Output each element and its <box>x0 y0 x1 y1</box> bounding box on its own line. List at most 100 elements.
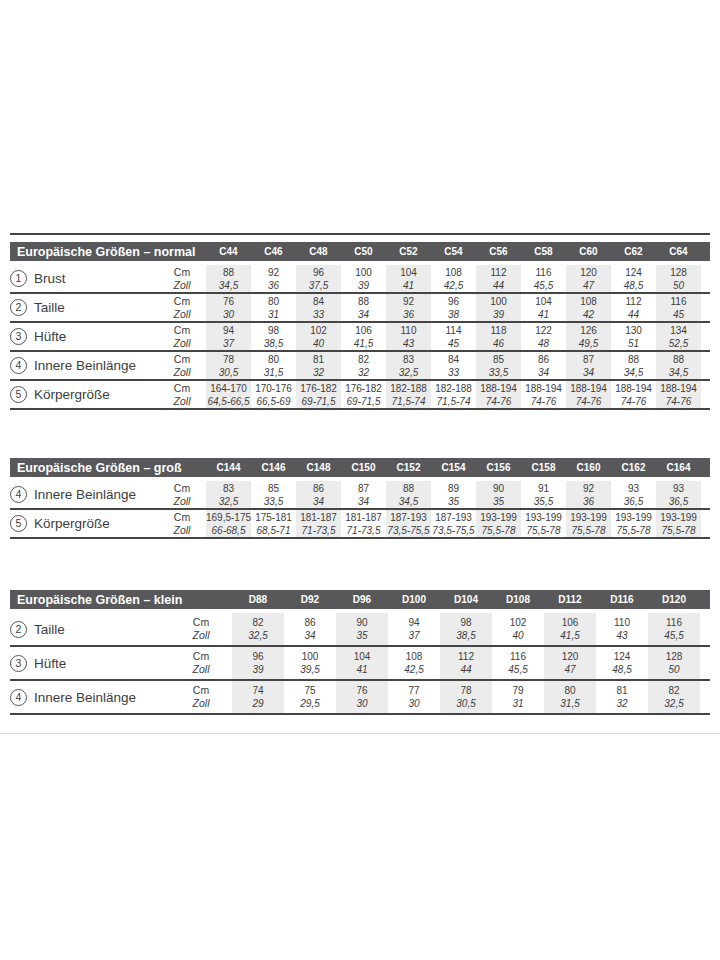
cm-value: 112 <box>476 266 521 279</box>
value-cell: 193-19975,5-78 <box>611 509 656 538</box>
zoll-value: 31 <box>251 308 296 321</box>
value-cell: 8834,5 <box>656 351 701 380</box>
zoll-value: 30 <box>388 697 440 710</box>
cm-value: 106 <box>544 616 596 629</box>
table-row: 1BrustCmZoll8834,592369637,5100391044110… <box>10 263 710 293</box>
header-spacer <box>701 458 710 479</box>
table-row: 2TailleCmZoll8232,58634903594379838,5102… <box>10 611 710 646</box>
value-cell: 193-19975,5-78 <box>476 509 521 538</box>
value-cell: 10641,5 <box>341 322 386 351</box>
zoll-value: 68,5-71 <box>251 524 296 537</box>
value-cell: 10441 <box>521 293 566 322</box>
zoll-value: 34 <box>566 366 611 379</box>
cm-value: 79 <box>492 684 544 697</box>
zoll-value: 75,5-78 <box>521 524 566 537</box>
cm-value: 181-187 <box>341 511 386 524</box>
zoll-value: 32 <box>341 366 386 379</box>
size-column-header: C160 <box>566 458 611 479</box>
row-spacer <box>700 680 710 714</box>
value-cell: 188-19474-76 <box>566 380 611 409</box>
cm-value: 124 <box>611 266 656 279</box>
row-number-badge: 1 <box>10 270 27 287</box>
zoll-value: 48 <box>521 337 566 350</box>
size-column-header: D100 <box>388 590 440 611</box>
row-spacer <box>701 509 710 538</box>
cm-value: 83 <box>386 353 431 366</box>
value-cell: 8132 <box>596 680 648 714</box>
row-spacer <box>701 322 710 351</box>
zoll-value: 34,5 <box>656 366 701 379</box>
cm-value: 104 <box>336 650 388 663</box>
size-column-header: C148 <box>296 458 341 479</box>
zoll-value: 32,5 <box>206 495 251 508</box>
cm-value: 74 <box>232 684 284 697</box>
value-cell: 181-18771-73,5 <box>341 509 386 538</box>
cm-value: 187-193 <box>431 511 476 524</box>
row-number-badge: 5 <box>10 515 27 532</box>
row-spacer <box>700 611 710 646</box>
value-cell: 8834,5 <box>386 479 431 509</box>
size-column-header: C56 <box>476 242 521 263</box>
cm-value: 108 <box>388 650 440 663</box>
zoll-value: 47 <box>566 279 611 292</box>
cm-value: 92 <box>251 266 296 279</box>
value-cell: 11645,5 <box>521 263 566 293</box>
zoll-value: 48,5 <box>611 279 656 292</box>
cm-value: 108 <box>566 295 611 308</box>
zoll-value: 34 <box>521 366 566 379</box>
size-column-header: C46 <box>251 242 296 263</box>
row-label: Körpergröße <box>34 387 110 402</box>
zoll-value: 43 <box>386 337 431 350</box>
value-cell: 8232,5 <box>648 680 700 714</box>
measure-label-cell: 2Taille <box>10 293 158 322</box>
cm-value: 100 <box>284 650 336 663</box>
value-cell: 10441 <box>336 646 388 680</box>
row-number-badge: 2 <box>10 621 27 638</box>
zoll-value: 73,5-75,5 <box>386 524 431 537</box>
zoll-value: 69-71,5 <box>296 395 341 408</box>
value-cell: 11244 <box>440 646 492 680</box>
unit-zoll-label: Zoll <box>170 629 232 642</box>
table-row: 4Innere BeinlängeCmZoll8332,58533,586348… <box>10 479 710 509</box>
value-cell: 8935 <box>431 479 476 509</box>
value-cell: 11043 <box>386 322 431 351</box>
value-cell: 11645,5 <box>492 646 544 680</box>
zoll-value: 66-68,5 <box>206 524 251 537</box>
zoll-value: 36 <box>386 308 431 321</box>
size-column-header: C164 <box>656 458 701 479</box>
table-title: Europäische Größen – normal <box>10 242 206 263</box>
cm-value: 81 <box>596 684 648 697</box>
zoll-value: 35,5 <box>521 495 566 508</box>
zoll-value: 39 <box>232 663 284 676</box>
zoll-value: 74-76 <box>611 395 656 408</box>
bottom-divider <box>0 733 720 734</box>
zoll-value: 40 <box>492 629 544 642</box>
cm-value: 87 <box>566 353 611 366</box>
table-row: 4Innere BeinlängeCmZoll7830,58031,581328… <box>10 351 710 380</box>
cm-value: 104 <box>521 295 566 308</box>
zoll-value: 34 <box>341 495 386 508</box>
unit-cm-label: Cm <box>158 482 206 495</box>
value-cell: 8433 <box>296 293 341 322</box>
size-column-header: C158 <box>521 458 566 479</box>
value-cell: 7830,5 <box>206 351 251 380</box>
size-table-section: Europäische Größen – kleinD88D92D96D100D… <box>10 590 710 715</box>
value-cell: 193-19975,5-78 <box>521 509 566 538</box>
table-title: Europäische Größen – klein <box>10 590 232 611</box>
zoll-value: 39,5 <box>284 663 336 676</box>
row-spacer <box>701 479 710 509</box>
header-spacer <box>700 590 710 611</box>
zoll-value: 45 <box>431 337 476 350</box>
unit-cm-label: Cm <box>158 324 206 337</box>
zoll-value: 74-76 <box>521 395 566 408</box>
cm-value: 91 <box>521 482 566 495</box>
zoll-value: 45 <box>656 308 701 321</box>
value-cell: 9639 <box>232 646 284 680</box>
cm-value: 90 <box>476 482 521 495</box>
value-cell: 8834,5 <box>611 351 656 380</box>
unit-cell: CmZoll <box>158 351 206 380</box>
value-cell: 12850 <box>648 646 700 680</box>
zoll-value: 33,5 <box>476 366 521 379</box>
table-row: 2TailleCmZoll763080318433883492369638100… <box>10 293 710 322</box>
unit-zoll-label: Zoll <box>158 366 206 379</box>
